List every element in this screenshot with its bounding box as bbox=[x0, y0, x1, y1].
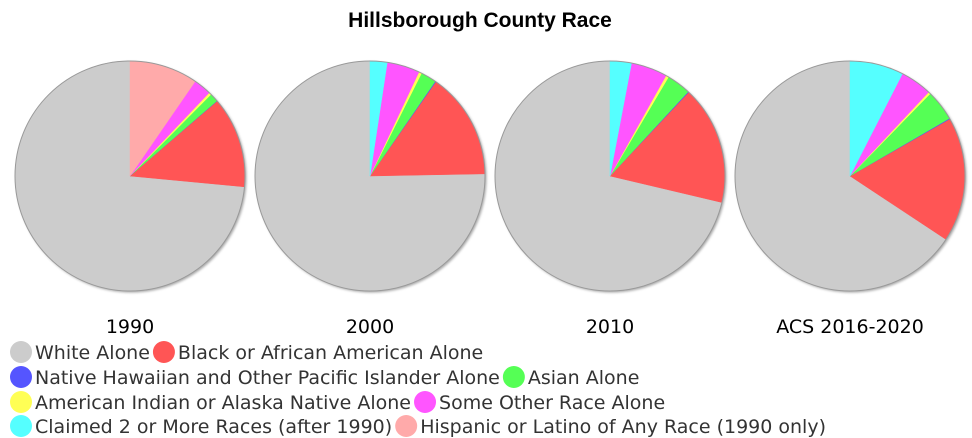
legend-marker bbox=[395, 415, 418, 437]
legend: White Alone Black or African American Alo… bbox=[10, 341, 826, 438]
legend-item-white-alone: White Alone bbox=[10, 341, 150, 364]
pies-group: 1990 2000 2010 ACS 2016-2020 bbox=[14, 60, 966, 338]
pie-1990: 1990 bbox=[14, 60, 246, 338]
legend-label: Native Hawaiian and Other Pacific Island… bbox=[35, 367, 500, 389]
legend-label: White Alone bbox=[35, 342, 150, 364]
legend-item-native-hawaiian-and-other-pacific-islander-alone: Native Hawaiian and Other Pacific Island… bbox=[10, 366, 500, 389]
legend-item-claimed-2-or-more-races-after-1990: Claimed 2 or More Races (after 1990) bbox=[10, 415, 392, 438]
pie-outline bbox=[14, 60, 246, 292]
legend-item-hispanic-or-latino-of-any-race-1990-only: Hispanic or Latino of Any Race (1990 onl… bbox=[395, 415, 826, 438]
pie-outline bbox=[254, 60, 486, 292]
legend-marker bbox=[152, 341, 175, 363]
legend-marker bbox=[10, 391, 32, 413]
pie-2000: 2000 bbox=[254, 60, 486, 338]
pie-label: 1990 bbox=[106, 316, 154, 338]
legend-label: Asian Alone bbox=[528, 367, 640, 389]
pie-2010: 2010 bbox=[494, 60, 726, 338]
legend-item-black-or-african-american-alone: Black or African American Alone bbox=[152, 341, 483, 364]
pie-label: 2000 bbox=[346, 316, 394, 338]
legend-marker bbox=[10, 415, 32, 437]
pie-label: 2010 bbox=[586, 316, 634, 338]
legend-item-american-indian-or-alaska-native-alone: American Indian or Alaska Native Alone bbox=[10, 391, 411, 414]
legend-label: Claimed 2 or More Races (after 1990) bbox=[35, 416, 392, 438]
legend-item-some-other-race-alone: Some Other Race Alone bbox=[414, 391, 665, 414]
chart-title: Hillsborough County Race bbox=[348, 9, 612, 32]
legend-item-asian-alone: Asian Alone bbox=[502, 366, 640, 389]
pie-outline bbox=[494, 60, 726, 292]
legend-marker bbox=[414, 391, 437, 413]
pie-acs-2016-2020: ACS 2016-2020 bbox=[734, 60, 966, 338]
legend-label: American Indian or Alaska Native Alone bbox=[35, 392, 411, 414]
pie-label: ACS 2016-2020 bbox=[776, 316, 924, 338]
legend-label: Black or African American Alone bbox=[178, 342, 483, 364]
legend-label: Some Other Race Alone bbox=[439, 392, 665, 414]
legend-marker bbox=[502, 366, 525, 388]
pie-outline bbox=[734, 60, 966, 292]
legend-marker bbox=[10, 341, 32, 363]
legend-label: Hispanic or Latino of Any Race (1990 onl… bbox=[420, 416, 826, 438]
legend-marker bbox=[10, 366, 32, 388]
